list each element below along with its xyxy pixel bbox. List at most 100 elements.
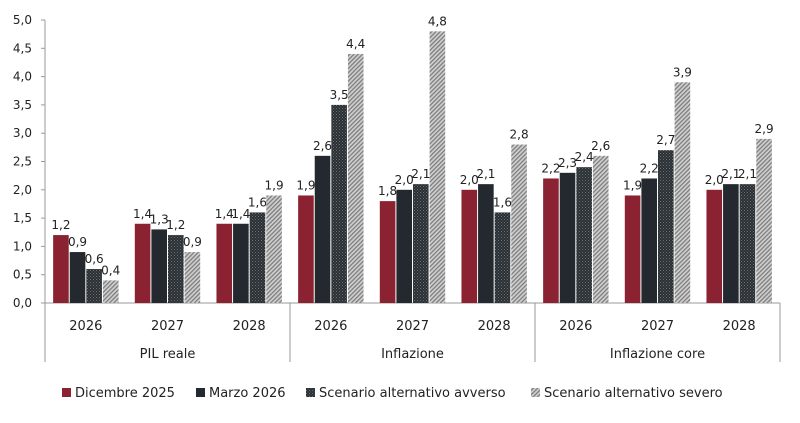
bar-scenario-alternativo-avverso: [413, 184, 429, 303]
bar-marzo-2026: [641, 178, 657, 303]
legend-label: Dicembre 2025: [75, 386, 175, 401]
data-label: 0,6: [85, 252, 104, 266]
bar-marzo-2026: [69, 252, 86, 303]
bar-scenario-alternativo-severo: [429, 31, 446, 303]
bar-scenario-alternativo-severo: [511, 144, 527, 303]
y-tick-label: 0,5: [13, 268, 32, 282]
legend-swatch: [306, 388, 315, 397]
data-label: 1,4: [231, 207, 250, 221]
bar-marzo-2026: [478, 184, 494, 303]
bar-scenario-alternativo-severo: [592, 155, 609, 303]
bar-scenario-alternativo-avverso: [331, 104, 347, 304]
y-tick-label: 4,5: [13, 41, 32, 55]
bar-scenario-alternativo-severo: [184, 252, 201, 303]
bar-dicembre-2025: [216, 223, 233, 303]
x-category-label: 2026: [69, 319, 102, 334]
y-tick-label: 0,0: [13, 296, 32, 310]
bar-dicembre-2025: [298, 195, 314, 303]
x-category-label: 2027: [641, 319, 674, 334]
y-tick-label: 5,0: [13, 13, 32, 27]
bar-marzo-2026: [314, 155, 331, 303]
bar-scenario-alternativo-severo: [674, 82, 691, 303]
bar-marzo-2026: [396, 189, 412, 303]
data-label: 4,8: [428, 14, 447, 28]
bar-dicembre-2025: [543, 178, 559, 303]
bar-dicembre-2025: [461, 189, 478, 303]
x-category-label: 2027: [151, 319, 184, 334]
data-label: 0,9: [183, 235, 202, 249]
bar-scenario-alternativo-avverso: [168, 235, 184, 303]
data-label: 1,8: [378, 184, 397, 198]
data-label: 2,1: [738, 167, 757, 181]
data-label: 1,3: [150, 212, 169, 226]
legend-label: Scenario alternativo avverso: [319, 386, 506, 401]
data-label: 1,6: [493, 195, 512, 209]
y-tick-label: 1,0: [13, 239, 32, 253]
group-label: Inflazione core: [610, 347, 705, 362]
data-label: 2,0: [460, 173, 479, 187]
legend-swatch: [196, 388, 205, 397]
data-label: 2,6: [591, 139, 610, 153]
data-label: 2,4: [575, 150, 594, 164]
group-label: Inflazione: [381, 347, 444, 362]
bar-dicembre-2025: [53, 235, 69, 303]
y-tick-label: 4,0: [13, 70, 32, 84]
data-label: 2,0: [705, 173, 724, 187]
data-label: 2,2: [640, 161, 659, 175]
bar-scenario-alternativo-avverso: [739, 184, 756, 303]
bar-dicembre-2025: [379, 201, 396, 303]
bar-scenario-alternativo-avverso: [494, 212, 511, 303]
bar-scenario-alternativo-severo: [347, 53, 364, 304]
data-label: 1,4: [133, 207, 152, 221]
y-tick-label: 1,5: [13, 211, 32, 225]
bar-scenario-alternativo-severo: [266, 195, 282, 303]
legend-swatch: [531, 388, 540, 397]
data-label: 2,0: [395, 173, 414, 187]
data-label: 3,9: [673, 65, 692, 79]
data-label: 0,9: [68, 235, 87, 249]
data-label: 2,1: [411, 167, 430, 181]
legend-label: Scenario alternativo severo: [544, 386, 723, 401]
bar-marzo-2026: [559, 172, 576, 303]
data-label: 2,7: [656, 133, 675, 147]
bar-dicembre-2025: [706, 189, 723, 303]
data-label: 1,9: [623, 178, 642, 192]
bar-dicembre-2025: [134, 223, 151, 303]
x-category-label: 2026: [314, 319, 347, 334]
data-label: 2,1: [476, 167, 495, 181]
bar-scenario-alternativo-avverso: [576, 167, 592, 303]
bar-scenario-alternativo-avverso: [249, 212, 266, 303]
legend-swatch: [62, 388, 71, 397]
data-label: 1,2: [51, 218, 70, 232]
data-label: 2,2: [541, 161, 560, 175]
data-label: 3,5: [330, 88, 349, 102]
data-label: 2,6: [313, 139, 332, 153]
data-label: 1,9: [296, 178, 315, 192]
y-tick-label: 3,0: [13, 126, 32, 140]
bar-dicembre-2025: [624, 195, 641, 303]
y-tick-label: 2,0: [13, 183, 32, 197]
data-label: 2,1: [721, 167, 740, 181]
x-category-label: 2028: [233, 319, 266, 334]
data-label: 2,3: [558, 156, 577, 170]
x-category-label: 2028: [478, 319, 511, 334]
x-category-label: 2026: [559, 319, 592, 334]
x-category-label: 2028: [723, 319, 756, 334]
data-label: 0,4: [101, 263, 120, 277]
bar-scenario-alternativo-avverso: [658, 150, 674, 303]
bar-marzo-2026: [233, 223, 249, 303]
y-tick-label: 2,5: [13, 155, 32, 169]
bar-marzo-2026: [151, 229, 167, 303]
bar-scenario-alternativo-severo: [756, 138, 772, 303]
y-tick-label: 3,5: [13, 98, 32, 112]
bar-scenario-alternativo-severo: [102, 280, 119, 303]
data-label: 2,9: [755, 122, 774, 136]
legend-label: Marzo 2026: [209, 386, 286, 401]
x-category-label: 2027: [396, 319, 429, 334]
group-label: PIL reale: [140, 347, 196, 362]
bar-scenario-alternativo-avverso: [86, 269, 102, 303]
data-label: 1,9: [265, 178, 284, 192]
data-label: 2,8: [510, 128, 529, 142]
